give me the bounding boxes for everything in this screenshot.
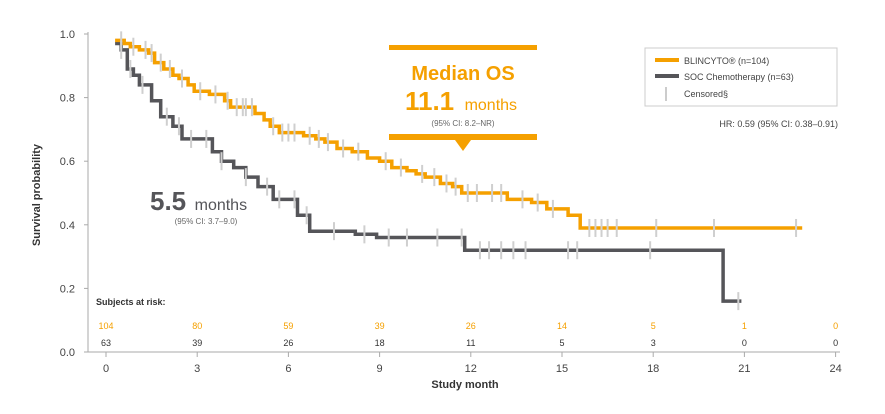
callout-pointer bbox=[455, 140, 471, 151]
hazard-ratio: HR: 0.59 (95% CI: 0.38–0.91) bbox=[719, 119, 838, 129]
at-risk-value: 11 bbox=[466, 338, 475, 348]
at-risk-value: 104 bbox=[98, 321, 113, 331]
x-tick-label: 15 bbox=[556, 363, 568, 375]
soc-median-line: 5.5 months bbox=[150, 186, 247, 216]
callout-ci: (95% CI: 8.2–NR) bbox=[431, 119, 494, 128]
y-ticks: 0.0 0.2 0.4 0.6 0.8 1.0 bbox=[60, 29, 88, 359]
callout-value-line: 11.1 months bbox=[405, 86, 517, 116]
x-tick-label: 9 bbox=[377, 363, 383, 375]
y-tick-label: 0.0 bbox=[60, 347, 75, 359]
at-risk-table: 104 80 59 39 26 14 5 1 0 63 39 26 18 11 5 3 0 0 bbox=[98, 321, 838, 348]
at-risk-value: 0 bbox=[833, 338, 838, 348]
y-tick-label: 0.4 bbox=[60, 220, 75, 232]
at-risk-value: 1 bbox=[742, 321, 747, 331]
median-os-callout: Median OS 11.1 months (95% CI: 8.2–NR) bbox=[389, 45, 537, 151]
x-tick-label: 0 bbox=[103, 363, 109, 375]
y-tick-label: 0.8 bbox=[60, 93, 75, 105]
callout-title: Median OS bbox=[411, 63, 514, 85]
at-risk-value: 14 bbox=[557, 321, 567, 331]
axes: 0.00.20.40.60.81.0 0 3 6 9 12 15 18 21 24 Surviv… bbox=[31, 29, 842, 391]
at-risk-value: 0 bbox=[833, 321, 838, 331]
x-tick-label: 21 bbox=[738, 363, 750, 375]
soc-median-value: 5.5 bbox=[150, 186, 186, 216]
soc-median-unit: months bbox=[195, 197, 247, 214]
legend-swatch-blincyto bbox=[655, 58, 679, 62]
at-risk-value: 26 bbox=[466, 321, 476, 331]
at-risk-value: 0 bbox=[742, 338, 747, 348]
y-tick-label: 0.2 bbox=[60, 283, 75, 295]
soc-median-ci: (95% CI: 3.7–9.0) bbox=[175, 217, 238, 226]
at-risk-value: 5 bbox=[559, 338, 564, 348]
legend-label-blincyto: BLINCYTO® (n=104) bbox=[684, 56, 769, 66]
callout-bottom-bar bbox=[389, 134, 537, 140]
callout-value: 11.1 bbox=[405, 86, 454, 116]
at-risk-value: 59 bbox=[283, 321, 293, 331]
x-tick-label: 12 bbox=[465, 363, 477, 375]
at-risk-value: 39 bbox=[192, 338, 202, 348]
at-risk-value: 3 bbox=[651, 338, 656, 348]
legend: BLINCYTO® (n=104) SOC Chemotherapy (n=63… bbox=[644, 47, 838, 107]
x-tick-label: 3 bbox=[194, 363, 200, 375]
at-risk-label: Subjects at risk: bbox=[96, 297, 166, 307]
at-risk-value: 5 bbox=[651, 321, 656, 331]
callout-top-bar bbox=[389, 45, 537, 50]
legend-label-censored: Censored§ bbox=[684, 89, 728, 99]
legend-label-soc: SOC Chemotherapy (n=63) bbox=[684, 72, 794, 82]
legend-swatch-soc bbox=[655, 74, 679, 78]
x-tick-label: 18 bbox=[647, 363, 659, 375]
x-tick-label: 24 bbox=[829, 363, 841, 375]
at-risk-value: 39 bbox=[375, 321, 385, 331]
legend-swatch-censored bbox=[665, 87, 667, 101]
at-risk-value: 18 bbox=[375, 338, 385, 348]
x-axis-label: Study month bbox=[431, 379, 498, 391]
at-risk-value: 80 bbox=[192, 321, 202, 331]
soc-curve bbox=[115, 41, 742, 303]
x-tick-label: 6 bbox=[285, 363, 291, 375]
at-risk-value: 26 bbox=[283, 338, 293, 348]
callout-unit: months bbox=[465, 97, 517, 114]
censor-marks bbox=[120, 31, 798, 311]
soc-median-label: 5.5 months (95% CI: 3.7–9.0) bbox=[150, 186, 247, 226]
y-tick-label: 1.0 bbox=[60, 29, 75, 41]
y-tick-label: 0.6 bbox=[60, 156, 75, 168]
x-ticks: 0 3 6 9 12 15 18 21 24 bbox=[103, 352, 842, 375]
y-axis-label: Survival probability bbox=[31, 143, 43, 246]
at-risk-value: 63 bbox=[101, 338, 111, 348]
